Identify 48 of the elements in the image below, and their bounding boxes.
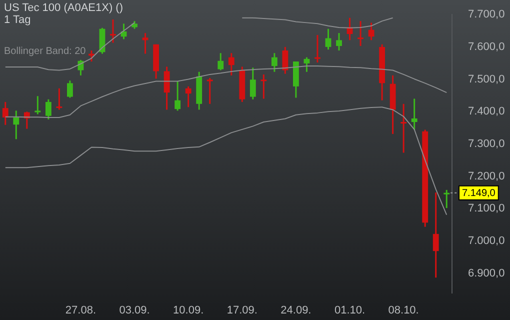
candlestick (271, 52, 278, 73)
candlestick (336, 32, 342, 52)
candlestick (432, 192, 439, 278)
x-tick-label: 27.08. (65, 304, 96, 316)
candlestick (2, 101, 8, 126)
x-tick-label: 01.10. (334, 304, 366, 316)
candlestick (13, 110, 20, 140)
chart-title: US Tec 100 (A0AE1X) () (4, 2, 124, 14)
x-tick-label: 08.10. (388, 304, 419, 316)
candlestick (142, 32, 148, 54)
candlestick (444, 189, 450, 209)
x-tick-label: 24.09. (280, 304, 312, 316)
candlestick (218, 52, 224, 71)
candlestick (45, 98, 52, 120)
candlestick (325, 28, 332, 50)
candlestick (411, 98, 418, 131)
chart-subtitle: 1 Tag (4, 14, 31, 26)
text: 7.149,0 (462, 188, 496, 200)
x-tick-label: 10.09. (173, 304, 204, 316)
candlestick (164, 66, 170, 110)
candlestick (260, 74, 267, 100)
candlestick (66, 80, 73, 98)
candlestick (304, 56, 310, 73)
candlestick (88, 50, 94, 62)
candlestick (110, 18, 116, 44)
y-tick-label: 7.700,0 (468, 8, 505, 21)
candlestick (56, 88, 62, 110)
x-tick-label: 03.09. (119, 304, 150, 316)
y-tick-label: 7.400,0 (468, 106, 505, 118)
candlestick (228, 52, 234, 76)
candlestick (34, 95, 41, 115)
candlestick (174, 80, 181, 112)
candlestick (314, 34, 320, 64)
candlestick (400, 103, 407, 154)
candlestick (250, 66, 256, 100)
x-tick-label: 17.09. (226, 304, 258, 316)
y-tick-label: 7.600,0 (468, 40, 505, 53)
y-tick-label: 7.500,0 (468, 73, 505, 86)
candlestick (206, 77, 213, 105)
y-tick-label: 7.200,0 (468, 170, 505, 182)
candlestick (358, 20, 364, 47)
y-tick-label: 7.000,0 (468, 235, 505, 248)
y-tick-label: 7.300,0 (468, 138, 505, 150)
annotation: Bollinger Band: 20 (4, 46, 86, 58)
y-tick-label: 7.100,0 (468, 202, 505, 215)
candlestick (282, 46, 288, 75)
y-tick-label: 6.900,0 (468, 267, 505, 280)
candlestick (185, 86, 192, 108)
